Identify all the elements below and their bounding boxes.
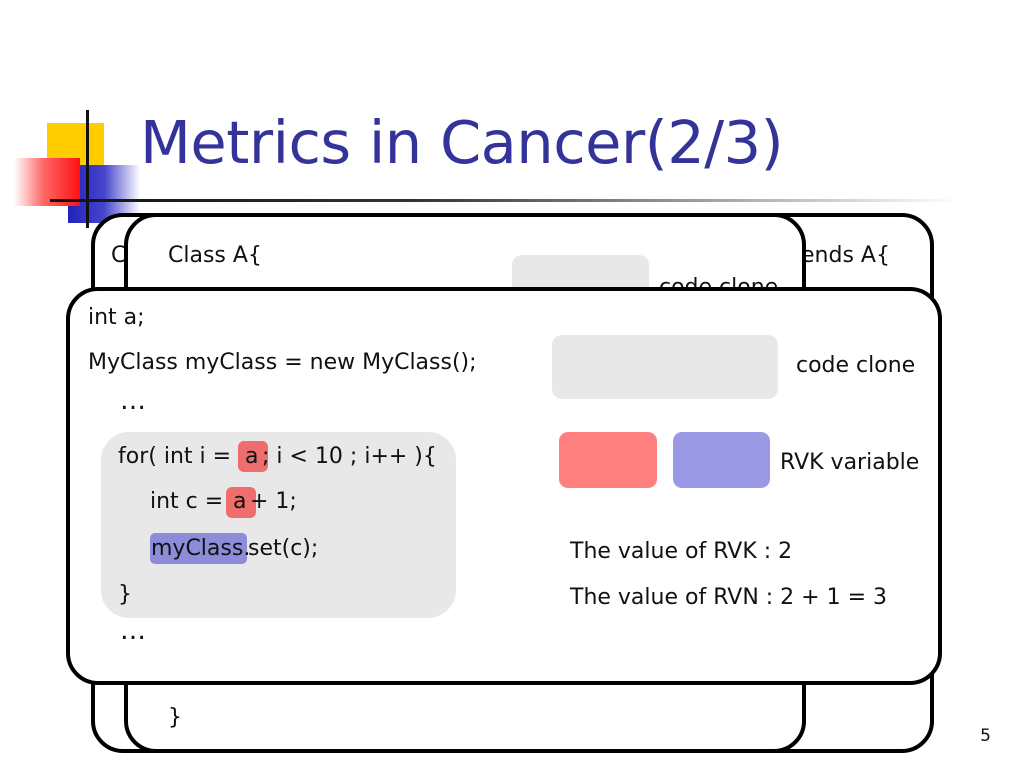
code-line-int-a: int a; [88,305,145,330]
code-clone-block [101,432,456,618]
loop-closing-brace: } [118,582,132,607]
rvk-highlight-myclass [150,533,247,564]
legend-rvk-red-swatch [559,432,657,488]
code-line-myclass: MyClass myClass = new MyClass(); [88,350,477,375]
logo-red-square [14,158,80,206]
slide-title: Metrics in Cancer(2/3) [140,108,784,177]
rvk-highlight-a-2 [226,487,256,518]
rvk-highlight-a-1 [238,441,268,472]
title-underline [50,199,960,202]
code-ellipsis-bottom: … [120,616,146,646]
rvk-value-text: The value of RVK : 2 [570,539,793,564]
back-card-closing-brace: } [168,705,182,730]
loop-line-3-suffix: set(c); [248,536,319,561]
loop-line-2-prefix: int c = [150,489,224,514]
legend-rvk-blue-swatch [673,432,770,488]
loop-line-2-var: a [233,489,247,514]
loop-line-2-suffix: + 1; [250,489,297,514]
legend-rvk-variable-label: RVK variable [780,450,920,475]
loop-line-1-var: a [245,444,259,469]
code-ellipsis-top: … [120,386,146,416]
loop-line-1-suffix: ; i < 10 ; i++ ){ [262,444,437,469]
loop-line-3-var: myClass. [151,536,251,561]
back-card-class-header: Class A{ [168,243,262,268]
logo-vertical-line [86,110,89,228]
legend-code-clone-swatch [552,335,778,399]
page-number: 5 [980,726,991,746]
rvn-value-text: The value of RVN : 2 + 1 = 3 [570,585,888,610]
legend-code-clone-label: code clone [796,353,916,378]
back-card-header-right: ends A{ [801,243,890,268]
loop-line-1-prefix: for( int i = [118,444,232,469]
